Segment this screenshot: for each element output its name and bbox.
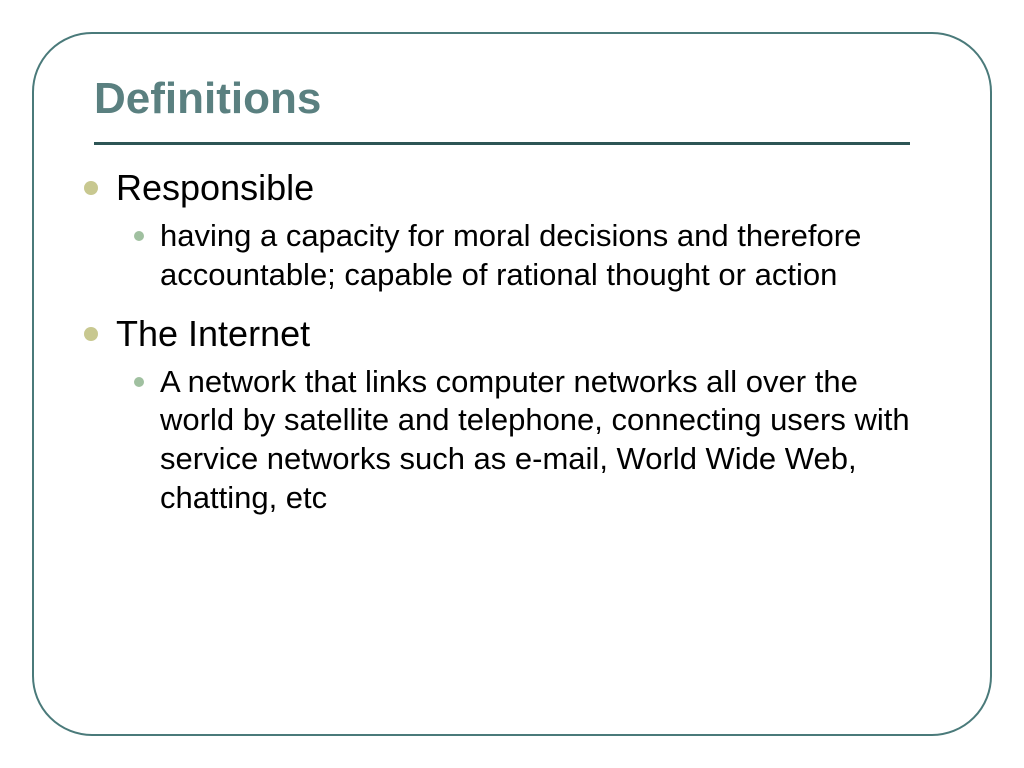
term-line: Responsible [84,167,940,209]
slide-title: Definitions [94,74,940,124]
term-text: Responsible [116,167,314,209]
sub-bullet-icon [134,377,144,387]
definition-item: Responsible having a capacity for moral … [84,167,940,295]
term-text: The Internet [116,313,310,355]
definition-text: having a capacity for moral decisions an… [160,217,940,295]
definition-line: having a capacity for moral decisions an… [84,217,940,295]
definitions-list: Responsible having a capacity for moral … [84,167,940,518]
bullet-icon [84,327,98,341]
bullet-icon [84,181,98,195]
title-divider [94,142,910,145]
term-line: The Internet [84,313,940,355]
definition-item: The Internet A network that links comput… [84,313,940,518]
sub-bullet-icon [134,231,144,241]
definition-line: A network that links computer networks a… [84,363,940,518]
slide-frame: Definitions Responsible having a capacit… [32,32,992,736]
definition-text: A network that links computer networks a… [160,363,940,518]
